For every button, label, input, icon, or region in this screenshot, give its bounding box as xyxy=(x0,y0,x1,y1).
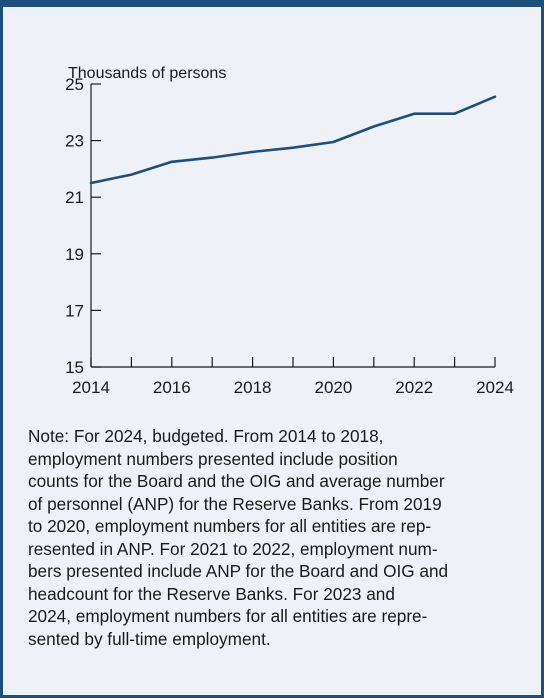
x-tick-label: 2020 xyxy=(314,378,352,397)
y-tick-label: 15 xyxy=(65,358,84,377)
chart-note: Note: For 2024, budgeted. From 2014 to 2… xyxy=(28,426,449,649)
x-tick-label: 2018 xyxy=(234,378,272,397)
x-tick-label: 2022 xyxy=(395,378,433,397)
x-tick-label: 2016 xyxy=(153,378,191,397)
x-tick-label: 2024 xyxy=(476,378,514,397)
figure-top-bar xyxy=(3,0,544,7)
chart-axes: 15 17 19 21 23 25 2014 2016 2018 2020 2022 2024 xyxy=(65,75,514,397)
x-tick-label: 2014 xyxy=(72,378,110,397)
y-tick-label: 21 xyxy=(65,188,84,207)
y-axis-unit-label: Thousands of persons xyxy=(68,65,226,82)
y-tick-label: 25 xyxy=(65,75,84,94)
y-tick-label: 19 xyxy=(65,245,84,264)
series-line xyxy=(89,95,497,185)
line-chart: Thousands of persons 15 17 19 21 23 25 2014 201… xyxy=(65,65,514,397)
y-tick-label: 23 xyxy=(65,132,84,151)
y-tick-label: 17 xyxy=(65,301,84,320)
chart-marks xyxy=(89,95,497,185)
